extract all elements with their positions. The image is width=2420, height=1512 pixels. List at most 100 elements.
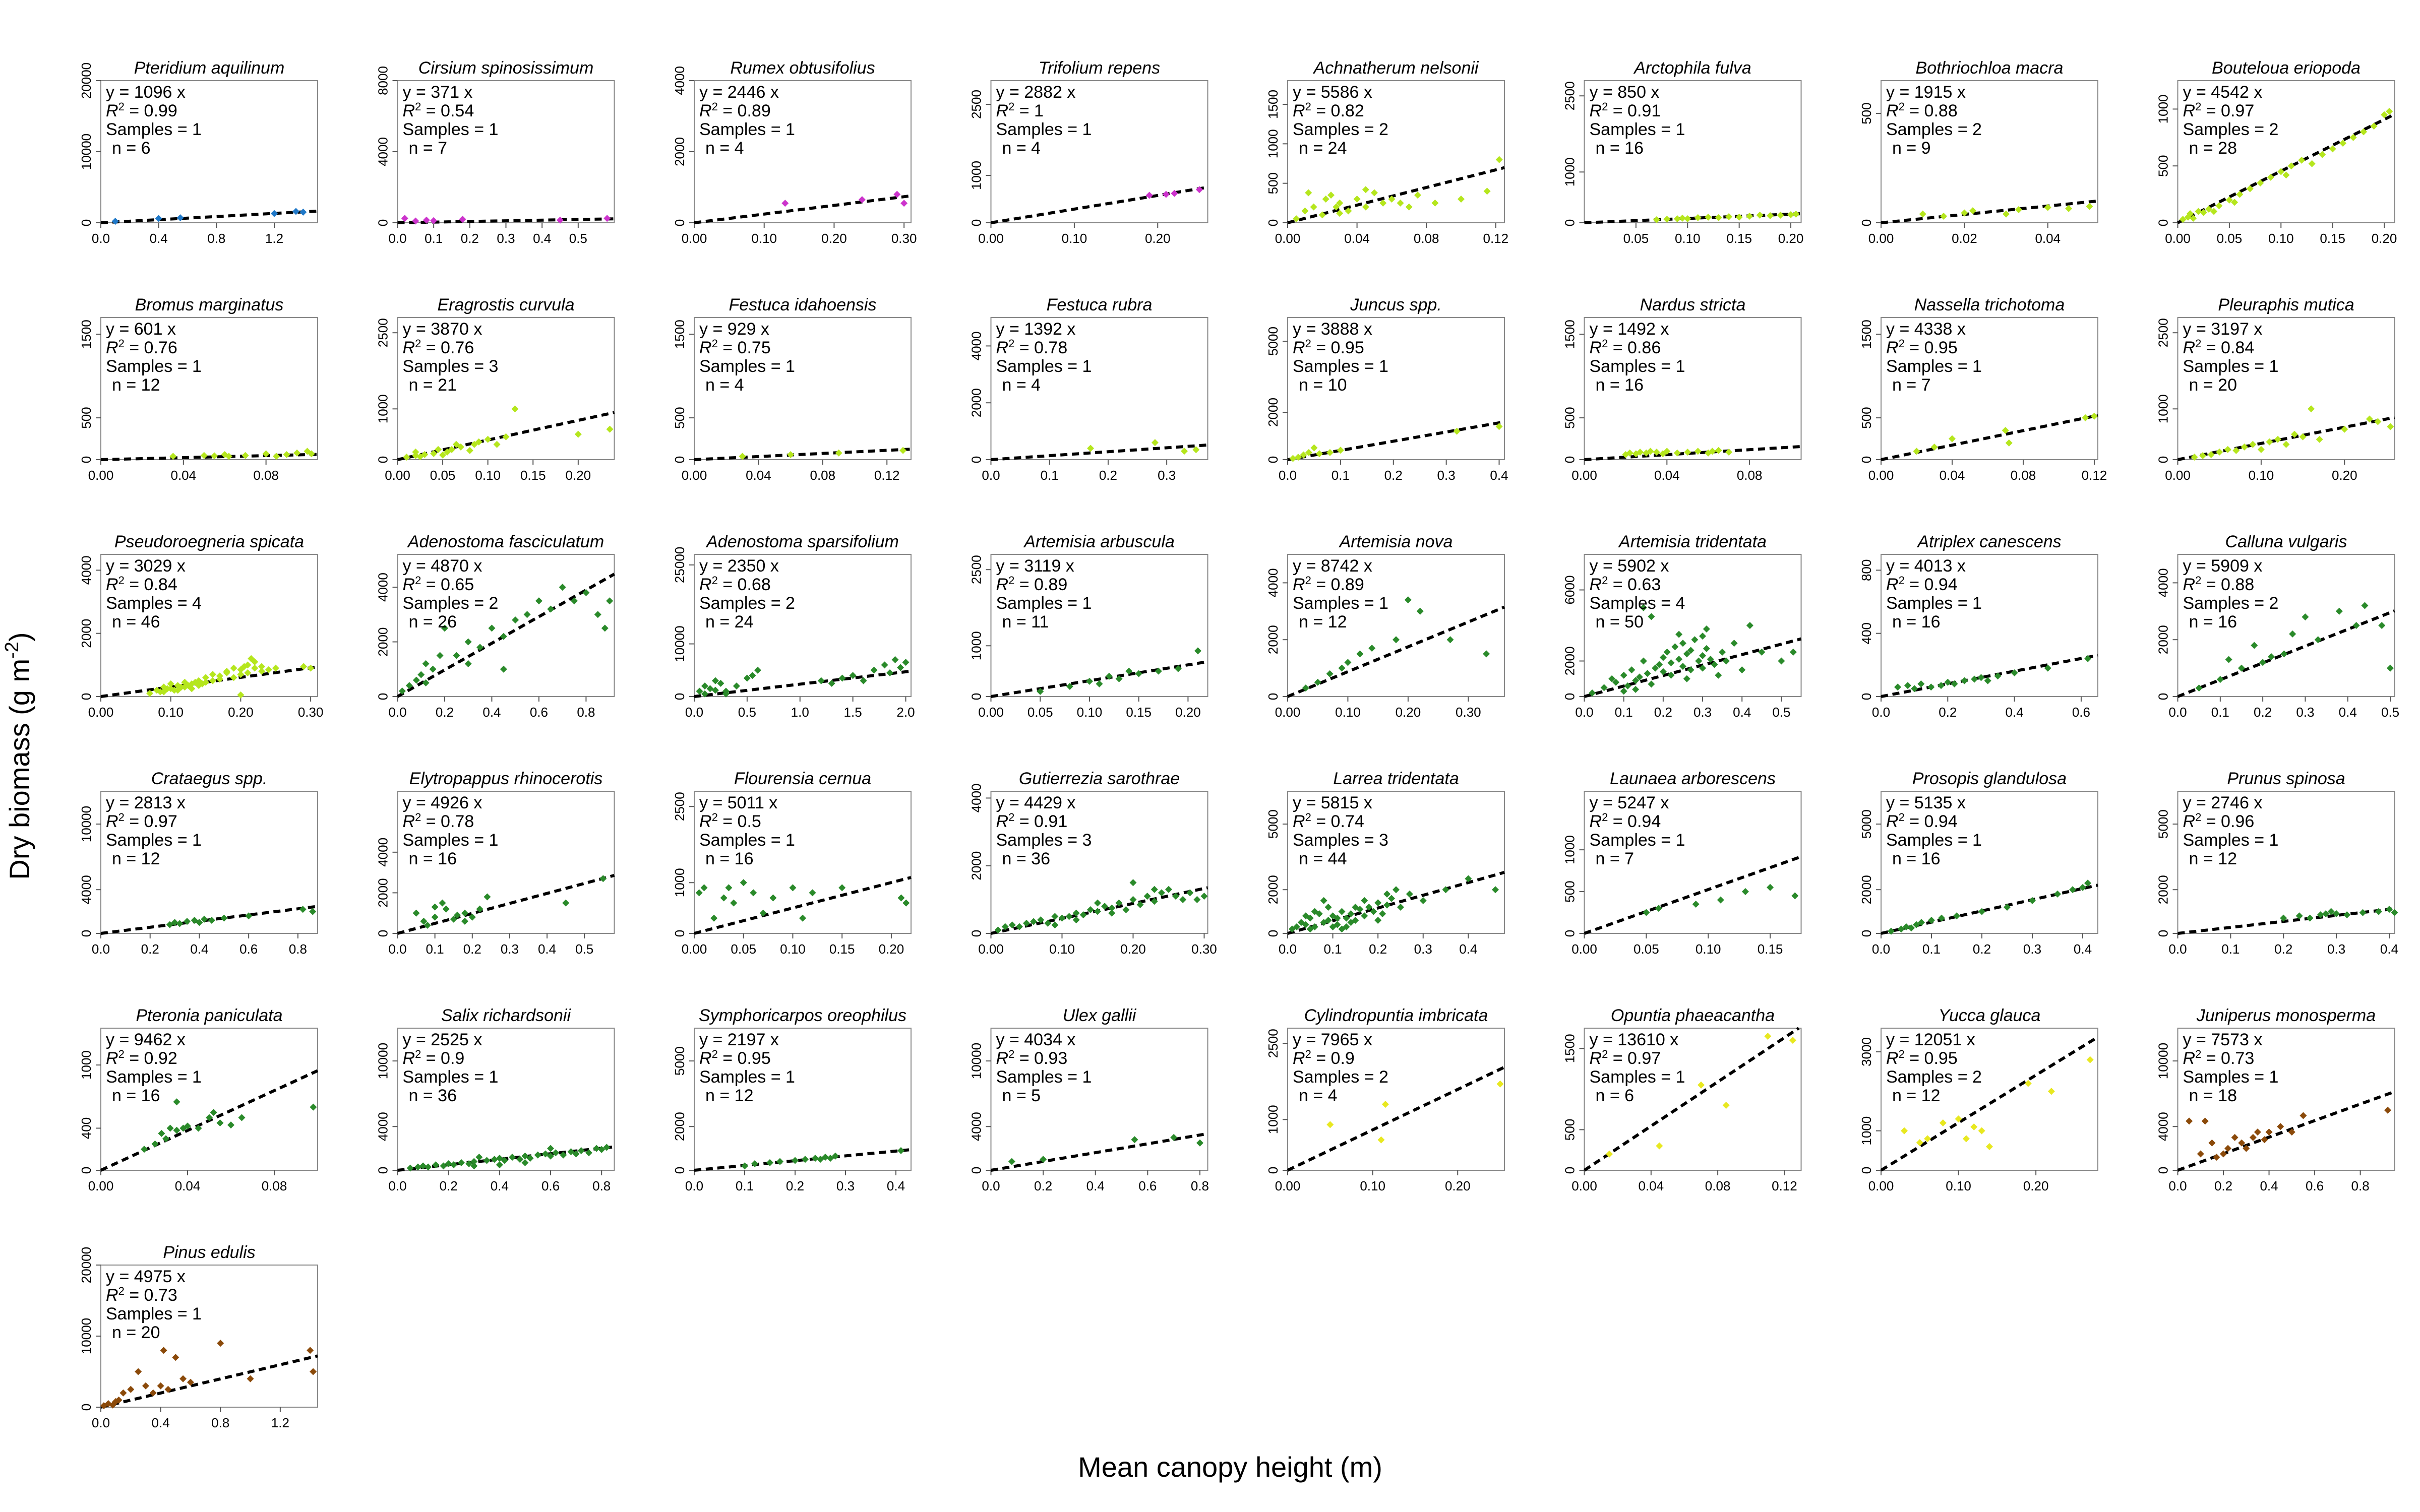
data-point	[1143, 893, 1151, 900]
data-point	[445, 1160, 452, 1167]
samples-label: Samples = 2	[403, 594, 499, 613]
x-tick-label: 0.00	[978, 941, 1004, 957]
fit-line	[694, 448, 912, 461]
data-point	[425, 1163, 432, 1171]
x-tick-label: 0.3	[497, 231, 515, 246]
data-point	[1679, 663, 1686, 670]
n-label: n = 16	[1596, 375, 1644, 395]
r-squared-value: = 0.89	[718, 101, 771, 120]
data-point	[199, 680, 206, 687]
y-tick-label: 2500	[672, 792, 687, 821]
panel-title: Yucca glauca	[1939, 1006, 2041, 1025]
x-tick-label: 0.10	[1062, 231, 1087, 246]
x-tick-label: 0.20	[2023, 1178, 2049, 1193]
data-point	[1022, 919, 1030, 927]
panel-gutierrezia-sarothrae: Gutierrezia sarothrae 0.00 0.10 0.20 0.30 0 20…	[969, 769, 1217, 957]
y-tick-label: 0	[2156, 219, 2171, 226]
y-tick-label: 500	[1265, 172, 1281, 194]
data-point	[2339, 140, 2347, 147]
data-point	[1756, 211, 1764, 219]
data-point	[1343, 914, 1350, 922]
r-symbol: R	[403, 101, 415, 120]
data-point	[838, 674, 846, 682]
panel-title: Rumex obtusifolius	[730, 58, 875, 78]
data-point	[1305, 189, 1312, 197]
data-point	[1961, 209, 1968, 217]
data-point	[1336, 210, 1344, 217]
data-point	[307, 664, 315, 672]
data-point	[265, 666, 272, 673]
data-point	[1612, 678, 1620, 686]
data-point	[1938, 914, 1945, 922]
samples-label: Samples = 1	[403, 1067, 499, 1087]
r-squared-label: R2 = 0.95	[699, 1048, 771, 1068]
data-point	[2246, 185, 2254, 193]
data-point	[1079, 911, 1087, 919]
data-point	[454, 911, 461, 919]
data-point	[1684, 449, 1691, 456]
n-label: n = 20	[2189, 375, 2237, 395]
data-point	[2191, 453, 2198, 461]
data-point	[2195, 208, 2202, 215]
r-squared-value: = 0.99	[125, 101, 177, 120]
r-squared-label: R2 = 0.91	[1590, 100, 1661, 120]
x-tick-label: 0.20	[2332, 468, 2357, 483]
data-point	[2082, 414, 2089, 422]
data-point	[1101, 903, 1109, 910]
fit-line	[1584, 212, 1801, 224]
data-point	[2259, 659, 2267, 666]
x-tick-label: 0.2	[1973, 941, 1991, 957]
data-point	[1679, 214, 1686, 222]
n-label: n = 21	[409, 375, 457, 395]
data-point	[1305, 449, 1312, 456]
x-tick-label: 0.3	[2023, 941, 2041, 957]
data-point	[1108, 904, 1116, 912]
data-point	[2282, 440, 2290, 448]
data-point	[1051, 913, 1059, 920]
x-tick-label: 0.3	[1158, 468, 1176, 483]
panel-salix-richardsonii: Salix richardsonii 0.0 0.2 0.4 0.6 0.8 0 4000 10…	[376, 1006, 615, 1193]
panel-larrea-tridentata: Larrea tridentata 0.0 0.1 0.2 0.3 0.4 0 2000 500…	[1265, 769, 1505, 957]
n-label: n = 6	[1596, 1086, 1635, 1105]
data-point	[577, 1147, 585, 1154]
data-point	[465, 1160, 473, 1167]
r-squared-label: R2 = 0.91	[996, 811, 1068, 831]
fit-line	[991, 443, 1208, 461]
x-tick-label: 0.3	[1437, 468, 1456, 483]
n-label: n = 12	[1892, 1086, 1940, 1105]
r-squared-label: R2 = 0.54	[403, 100, 474, 120]
equation-label: y = 5011 x	[699, 793, 777, 812]
panel-title: Cylindropuntia imbricata	[1304, 1006, 1488, 1025]
panel-flourensia-cernua: Flourensia cernua 0.00 0.05 0.10 0.15 0.20 0 10…	[672, 769, 912, 957]
samples-label: Samples = 1	[699, 357, 795, 376]
data-point	[453, 652, 460, 659]
data-point	[176, 920, 184, 927]
x-tick-label: 0.00	[1571, 941, 1597, 957]
data-point	[1656, 661, 1663, 668]
panel-pinus-edulis: Pinus edulis 0.0 0.4 0.8 1.2 0 10000 20000 y = 4…	[79, 1243, 318, 1430]
y-tick-label: 2500	[969, 90, 984, 119]
data-point	[1329, 923, 1337, 930]
n-label: n = 12	[2189, 849, 2237, 868]
samples-label: Samples = 2	[699, 594, 795, 613]
r-symbol: R	[1886, 101, 1899, 120]
data-point	[2282, 171, 2290, 179]
data-point	[1903, 923, 1910, 930]
data-point	[1333, 203, 1340, 211]
r-squared-label: R2 = 0.74	[1293, 811, 1364, 831]
r-squared-value: = 0.94	[1608, 812, 1661, 831]
x-tick-label: 0.8	[1191, 1178, 1209, 1193]
r-squared-value: = 0.95	[1905, 1049, 1958, 1068]
samples-label: Samples = 1	[1590, 120, 1685, 139]
x-tick-label: 1.2	[265, 231, 283, 246]
data-point	[1683, 650, 1690, 658]
data-point	[1917, 680, 1925, 687]
y-tick-label: 5000	[1265, 809, 1281, 839]
plot-box	[2177, 317, 2395, 460]
panel-nardus-stricta: Nardus stricta 0.00 0.04 0.08 0 500 1500 y = 14…	[1562, 295, 1802, 483]
y-tick-label: 2000	[2156, 625, 2171, 654]
data-point	[202, 674, 210, 681]
data-point	[192, 678, 199, 686]
data-point	[711, 677, 719, 684]
data-point	[792, 1157, 799, 1164]
